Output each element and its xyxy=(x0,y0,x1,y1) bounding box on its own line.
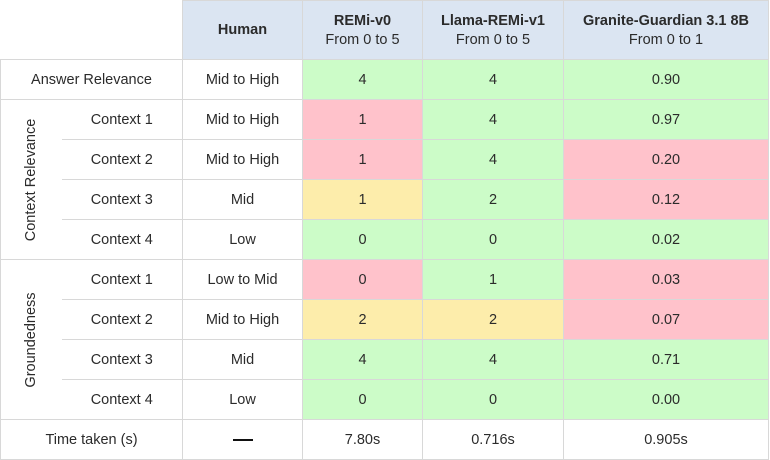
llama-remi-cell: 4 xyxy=(422,59,564,100)
context-relevance-row: Context 2 Mid to High 1 4 0.20 xyxy=(1,139,769,180)
corner-cell xyxy=(0,0,183,60)
row-label: Context 1 xyxy=(61,99,183,140)
groundedness-row: Context 4 Low 0 0 0.00 xyxy=(1,379,769,420)
remi-v0-cell: 1 xyxy=(302,99,423,140)
row-label: Context 3 xyxy=(61,339,183,380)
row-label: Context 1 xyxy=(61,259,183,300)
remi-v0-cell: 7.80s xyxy=(302,419,423,460)
remi-v0-cell: 0 xyxy=(302,219,423,260)
header-human: Human xyxy=(182,0,303,60)
header-granite: Granite-Guardian 3.1 8B From 0 to 1 xyxy=(563,0,769,60)
row-label: Answer Relevance xyxy=(0,59,183,100)
row-label: Context 4 xyxy=(61,379,183,420)
row-label: Context 4 xyxy=(61,219,183,260)
llama-remi-cell: 2 xyxy=(422,299,564,340)
answer-relevance-row: Answer Relevance Mid to High 4 4 0.90 xyxy=(0,59,769,100)
human-cell xyxy=(182,419,303,460)
remi-v0-cell: 1 xyxy=(302,179,423,220)
remi-v0-cell: 0 xyxy=(302,259,423,300)
granite-cell: 0.07 xyxy=(563,299,769,340)
remi-v0-cell: 2 xyxy=(302,299,423,340)
granite-cell: 0.12 xyxy=(563,179,769,220)
header-row: Human REMi-v0 From 0 to 5 Llama-REMi-v1 Fr… xyxy=(0,0,769,60)
llama-remi-cell: 4 xyxy=(422,339,564,380)
dash-icon xyxy=(232,438,253,441)
granite-cell: 0.90 xyxy=(563,59,769,100)
granite-cell: 0.71 xyxy=(563,339,769,380)
groundedness-row: Groundedness Context 1 Low to Mid 0 1 0.… xyxy=(0,259,769,420)
context-relevance-row: Context 4 Low 0 0 0.02 xyxy=(1,219,769,260)
context-relevance-row: Context 3 Mid 1 2 0.12 xyxy=(1,179,769,220)
header-remi-v0: REMi-v0 From 0 to 5 xyxy=(302,0,423,60)
llama-remi-cell: 0.716s xyxy=(422,419,564,460)
row-label: Context 3 xyxy=(61,179,183,220)
human-cell: Mid xyxy=(182,179,303,220)
row-label: Context 2 xyxy=(61,139,183,180)
granite-cell: 0.02 xyxy=(563,219,769,260)
context-relevance-row: Context Relevance Context 1 Mid to High … xyxy=(0,99,769,260)
time-taken-row: Time taken (s) 7.80s 0.716s 0.905s xyxy=(0,419,769,460)
llama-remi-cell: 4 xyxy=(422,139,564,180)
row-label: Time taken (s) xyxy=(0,419,183,460)
human-cell: Mid to High xyxy=(182,59,303,100)
llama-remi-cell: 2 xyxy=(422,179,564,220)
granite-cell: 0.97 xyxy=(563,99,769,140)
llama-remi-cell: 4 xyxy=(422,99,564,140)
granite-cell: 0.20 xyxy=(563,139,769,180)
remi-v0-cell: 0 xyxy=(302,379,423,420)
llama-remi-cell: 0 xyxy=(422,379,564,420)
groundedness-row: Context 3 Mid 4 4 0.71 xyxy=(1,339,769,380)
remi-v0-cell: 4 xyxy=(302,59,423,100)
human-cell: Mid xyxy=(182,339,303,380)
header-llama-remi: Llama-REMi-v1 From 0 to 5 xyxy=(422,0,564,60)
human-cell: Mid to High xyxy=(182,99,303,140)
human-cell: Mid to High xyxy=(182,139,303,180)
groundedness-group-label: Groundedness xyxy=(0,259,62,420)
groundedness-row: Context 2 Mid to High 2 2 0.07 xyxy=(1,299,769,340)
granite-cell: 0.00 xyxy=(563,379,769,420)
human-cell: Mid to High xyxy=(182,299,303,340)
human-cell: Low xyxy=(182,219,303,260)
human-cell: Low xyxy=(182,379,303,420)
human-cell: Low to Mid xyxy=(182,259,303,300)
granite-cell: 0.03 xyxy=(563,259,769,300)
llama-remi-cell: 0 xyxy=(422,219,564,260)
granite-cell: 0.905s xyxy=(563,419,769,460)
context-relevance-group-label: Context Relevance xyxy=(0,99,62,260)
row-label: Context 2 xyxy=(61,299,183,340)
remi-v0-cell: 4 xyxy=(302,339,423,380)
llama-remi-cell: 1 xyxy=(422,259,564,300)
remi-v0-cell: 1 xyxy=(302,139,423,180)
